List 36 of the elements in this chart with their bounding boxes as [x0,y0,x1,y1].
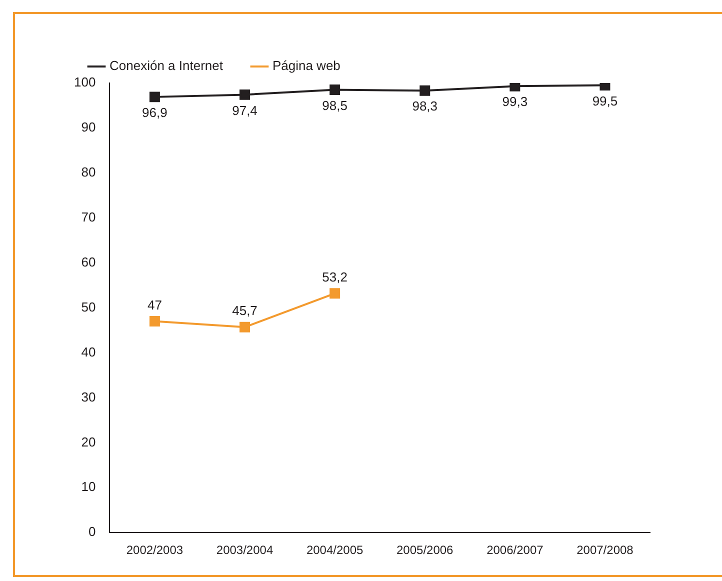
x-tick-label: 2005/2006 [396,543,454,558]
y-tick-label: 20 [81,434,96,450]
point [240,322,250,332]
point [330,84,340,95]
y-tick-label: 0 [88,524,96,540]
y-tick-label: 60 [81,254,96,270]
data-label: 99,3 [502,94,528,110]
point [330,288,340,299]
x-tick-label: 2002/2003 [126,543,184,558]
data-label: 98,3 [412,98,438,114]
x-tick-label: 2004/2005 [306,543,364,558]
y-tick-label: 30 [81,389,96,404]
x-tick-label: 2007/2008 [576,543,634,558]
x-tick-label: 2003/2004 [216,543,274,558]
data-label: 99,5 [592,93,618,108]
legend-label: Conexión a Internet [110,58,224,74]
y-tick-label: 90 [81,120,96,135]
data-label: 97,4 [232,102,258,118]
point [420,85,430,96]
data-label: 96,9 [142,105,168,120]
point [510,83,520,92]
data-label: 47 [147,297,162,312]
point [149,316,160,327]
data-label: 98,5 [322,98,348,113]
y-tick-label: 10 [81,479,96,494]
y-tick-label: 100 [74,74,96,90]
y-tick-label: 70 [81,209,96,224]
y-tick-label: 50 [81,299,96,314]
y-tick-label: 80 [81,164,96,180]
legend-label: Página web [272,58,340,74]
data-label: 45,7 [232,303,258,318]
point [240,89,250,100]
data-label: 53,2 [322,269,348,284]
x-tick-label: 2006/2007 [486,543,544,558]
point [149,92,160,102]
y-tick-label: 40 [81,344,96,360]
